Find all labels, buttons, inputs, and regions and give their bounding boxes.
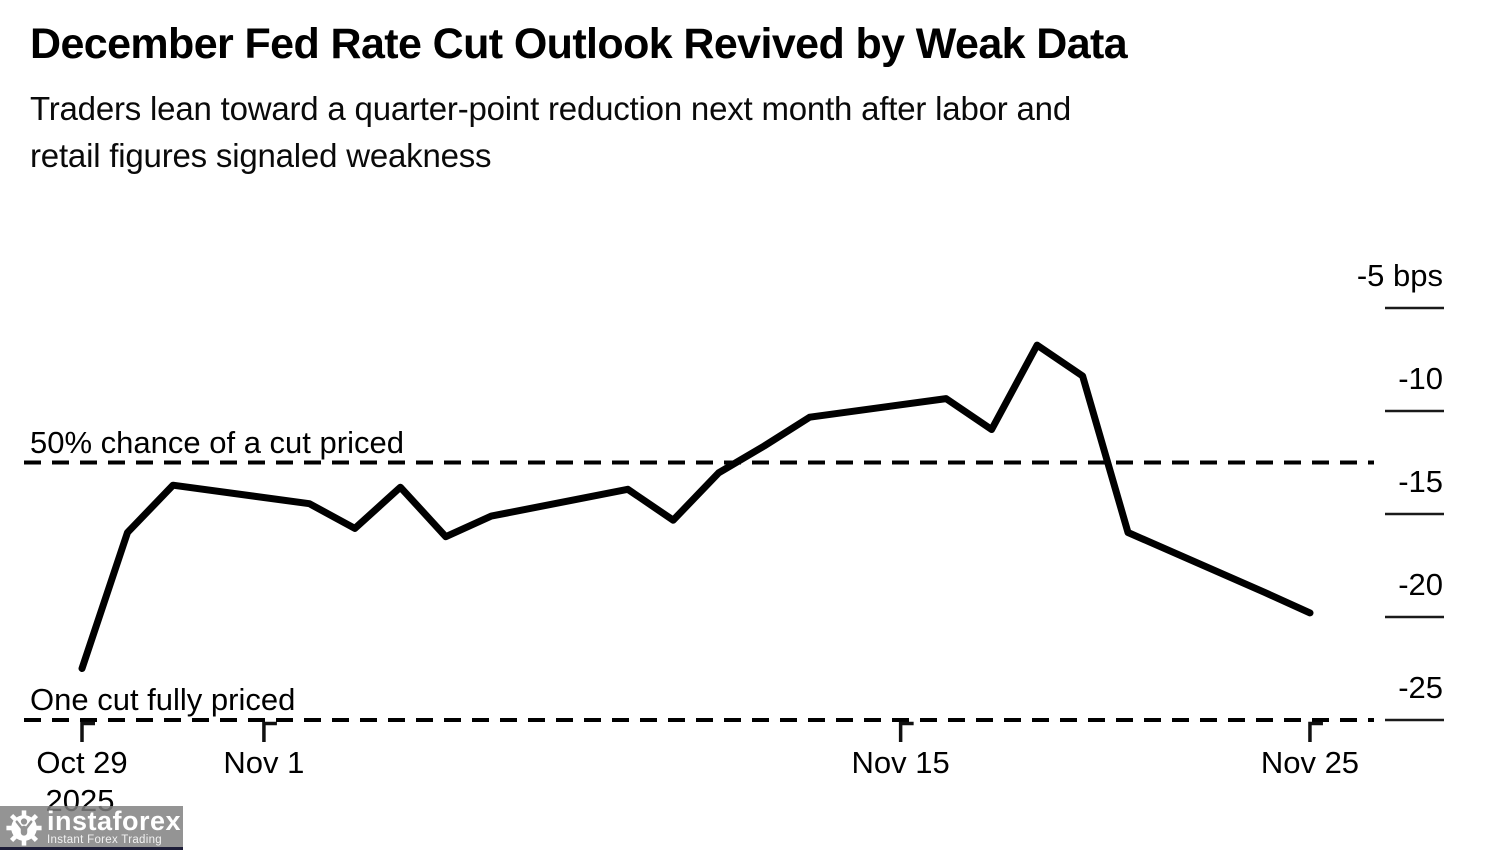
watermark-brand: instaforex (47, 806, 182, 836)
x-axis-tick (80, 721, 95, 742)
instaforex-watermark: instaforex Instant Forex Trading (0, 806, 183, 850)
x-axis-tick (262, 721, 277, 742)
watermark-tagline: Instant Forex Trading (47, 834, 162, 846)
chart-subtitle-line1: Traders lean toward a quarter-point redu… (30, 90, 1071, 127)
chart-title: December Fed Rate Cut Outlook Revived by… (30, 20, 1128, 68)
gear-person-logo-icon (6, 810, 42, 846)
chart-subtitle-line2: retail figures signaled weakness (30, 137, 492, 174)
watermark-bottom-bar (0, 846, 183, 850)
rate-cut-pricing-line (78, 341, 1314, 672)
x-axis-tick (1308, 721, 1323, 742)
x-axis-tick (898, 721, 914, 742)
